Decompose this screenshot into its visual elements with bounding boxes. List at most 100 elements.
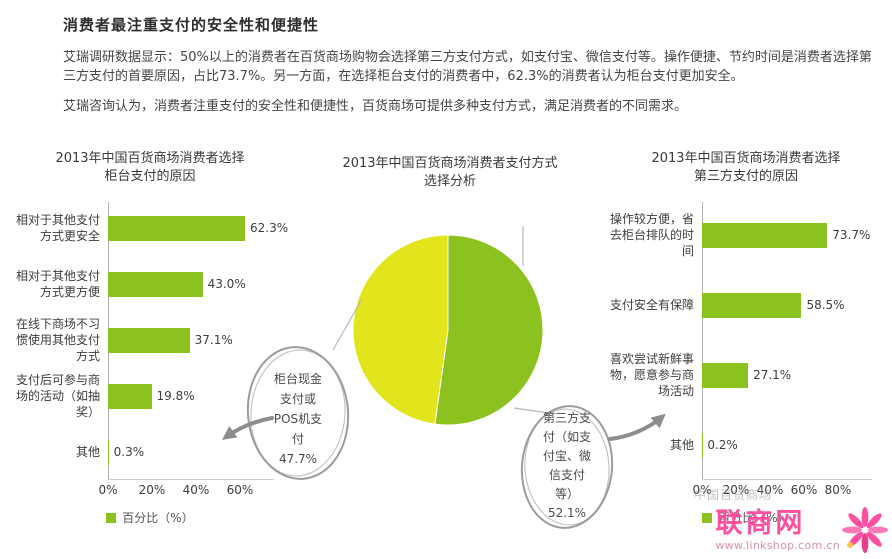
bar xyxy=(702,292,802,318)
bar-value-label: 37.1% xyxy=(194,333,233,347)
x-axis-line xyxy=(702,479,872,480)
linkshop-flower-icon xyxy=(842,507,888,553)
pie-chart-title: 2013年中国百货商场消费者支付方式 选择分析 xyxy=(310,155,590,191)
bar-value-label: 27.1% xyxy=(753,368,792,382)
bar-rows: 相对于其他支付方式更安全 62.3% 相对于其他支付方式更方便 43.0% 在线下商场不… xyxy=(8,200,292,480)
chart-title-line: 2013年中国百货商场消费者支付方式 xyxy=(342,156,558,171)
leader-line-left-callout xyxy=(332,298,363,351)
bar-track: 62.3% xyxy=(108,215,292,241)
chart-title: 2013年中国百货商场消费者选择 柜台支付的原因 xyxy=(8,150,292,190)
callout-line: 付 xyxy=(291,432,304,446)
linkshop-watermark: 联商网 www.linkshop.com.cn xyxy=(715,505,888,555)
bar-row: 其他 0.3% xyxy=(8,424,292,480)
conclusion-paragraph: 艾瑞咨询认为，消费者注重支付的安全性和便捷性，百货商场可提供多种支付方式，满足消… xyxy=(63,99,688,114)
bar xyxy=(108,327,190,353)
x-axis-line xyxy=(108,479,274,480)
bar-row: 支付安全有保障 58.5% xyxy=(602,270,890,340)
page-title: 消费者最注重支付的安全性和便捷性 xyxy=(63,16,320,34)
faint-watermark-text: 中国百货商场 xyxy=(694,488,773,502)
x-tick-label: 0% xyxy=(98,483,118,497)
linkshop-site-url: www.linkshop.com.cn xyxy=(715,538,840,552)
bar-track: 27.1% xyxy=(702,362,890,388)
category-label: 支付后可参与商场的活动（如抽奖） xyxy=(15,373,100,419)
bar-row: 操作较方便，省去柜台排队的时间 73.7% xyxy=(602,200,890,270)
chart-title-line: 2013年中国百货商场消费者选择 xyxy=(651,151,841,166)
callout-line: POS机支 xyxy=(273,412,323,426)
bar-track: 0.3% xyxy=(108,439,292,465)
bar-value-label: 0.3% xyxy=(113,445,145,459)
legend-swatch xyxy=(106,512,117,523)
bar-value-label: 19.8% xyxy=(156,389,195,403)
chart-title: 2013年中国百货商场消费者选择 第三方支付的原因 xyxy=(602,150,890,190)
linkshop-watermark-text: 联商网 www.linkshop.com.cn xyxy=(715,507,840,552)
category-label: 其他 xyxy=(669,438,694,452)
callout-line: 信支付 xyxy=(548,468,585,482)
bar-chart-thirdparty-payment-reasons: 2013年中国百货商场消费者选择 第三方支付的原因 操作较方便，省去柜台排队的时… xyxy=(602,150,890,526)
bar xyxy=(108,271,203,297)
bar xyxy=(702,362,749,388)
bar-row: 喜欢尝试新鲜事物，愿意参与商场活动 27.1% xyxy=(602,340,890,410)
callout-value: 47.7% xyxy=(278,452,318,466)
x-axis-ticks: 0% 20% 40% 60% xyxy=(8,483,292,499)
callout-line: 等） xyxy=(554,487,579,501)
linkshop-site-name: 联商网 xyxy=(715,507,806,539)
x-tick-label: 40% xyxy=(756,483,784,497)
bar-value-label: 58.5% xyxy=(806,298,845,312)
bar-rows: 操作较方便，省去柜台排队的时间 73.7% 支付安全有保障 58.5% 喜欢尝试新鲜事物… xyxy=(602,200,890,480)
plot-area: 操作较方便，省去柜台排队的时间 73.7% 支付安全有保障 58.5% 喜欢尝试新鲜事物… xyxy=(602,200,890,480)
bar xyxy=(108,215,246,241)
pie-slice-third-party-payment xyxy=(434,234,544,426)
bar-row: 在线下商场不习惯使用其他支付方式 37.1% xyxy=(8,312,292,368)
bar-chart-counter-payment-reasons: 2013年中国百货商场消费者选择 柜台支付的原因 相对于其他支付方式更安全 62.… xyxy=(8,150,292,526)
category-label: 其他 xyxy=(75,445,100,459)
category-label: 支付安全有保障 xyxy=(609,298,694,312)
plot-area: 相对于其他支付方式更安全 62.3% 相对于其他支付方式更方便 43.0% 在线下商场不… xyxy=(8,200,292,480)
x-tick-label: 40% xyxy=(182,483,210,497)
callout-line: 第三方支 xyxy=(542,411,591,425)
bar xyxy=(702,222,828,248)
bar-track: 19.8% xyxy=(108,383,292,409)
bar-value-label: 73.7% xyxy=(832,228,871,242)
bar-track: 37.1% xyxy=(108,327,292,353)
callout-line: 支付或 xyxy=(279,392,316,406)
category-label: 喜欢尝试新鲜事物，愿意参与商场活动 xyxy=(609,352,694,398)
category-label: 在线下商场不习惯使用其他支付方式 xyxy=(15,317,100,363)
bar-value-label: 0.2% xyxy=(707,438,738,452)
bar-row: 其他 0.2% xyxy=(602,410,890,480)
legend-label: 百分比（%） xyxy=(718,511,790,525)
category-label: 相对于其他支付方式更方便 xyxy=(15,269,100,299)
chart-title-line: 选择分析 xyxy=(423,174,476,189)
x-tick-label: 80% xyxy=(824,483,852,497)
x-tick-label: 60% xyxy=(790,483,818,497)
x-axis-ticks: 0% 20% 40% 60% 80% xyxy=(602,483,890,499)
bar-track: 73.7% xyxy=(702,222,890,248)
callout-line: 付宝、微 xyxy=(542,449,591,463)
bar-row: 支付后可参与商场的活动（如抽奖） 19.8% xyxy=(8,368,292,424)
category-label: 操作较方便，省去柜台排队的时间 xyxy=(609,212,694,258)
bar-row: 相对于其他支付方式更安全 62.3% xyxy=(8,200,292,256)
y-axis-line xyxy=(702,202,703,480)
chart-legend: 百分比（%） xyxy=(8,509,292,526)
bar-value-label: 43.0% xyxy=(207,277,246,291)
x-tick-label: 60% xyxy=(226,483,254,497)
callout-counter-payment: 柜台现金 支付或 POS机支 付 47.7% xyxy=(261,369,335,469)
report-header: 消费者最注重支付的安全性和便捷性 艾瑞调研数据显示：50%以上的消费者在百货商场… xyxy=(63,14,875,127)
intro-paragraph: 艾瑞调研数据显示：50%以上的消费者在百货商场购物会选择第三方支付方式，如支付宝… xyxy=(63,50,872,84)
callout-thirdparty-payment: 第三方支 付（如支 付宝、微 信支付 等） 52.1% xyxy=(530,409,604,523)
bar-track: 0.2% xyxy=(702,432,890,458)
category-label: 相对于其他支付方式更安全 xyxy=(15,213,100,243)
chart-title-line: 第三方支付的原因 xyxy=(693,169,798,184)
chart-title-line: 柜台支付的原因 xyxy=(104,169,196,184)
chart-title-line: 2013年中国百货商场消费者选择 xyxy=(55,151,245,166)
legend-label: 百分比（%） xyxy=(122,511,194,525)
callout-value: 52.1% xyxy=(547,506,587,520)
pie xyxy=(352,234,544,426)
callout-line: 柜台现金 xyxy=(273,372,322,386)
bar-track: 58.5% xyxy=(702,292,890,318)
x-tick-label: 0% xyxy=(692,483,712,497)
bar xyxy=(108,383,152,409)
pie-slice-counter-payment xyxy=(352,234,449,425)
chart-legend: 百分比（%） xyxy=(602,509,890,526)
bar-value-label: 62.3% xyxy=(250,221,289,235)
